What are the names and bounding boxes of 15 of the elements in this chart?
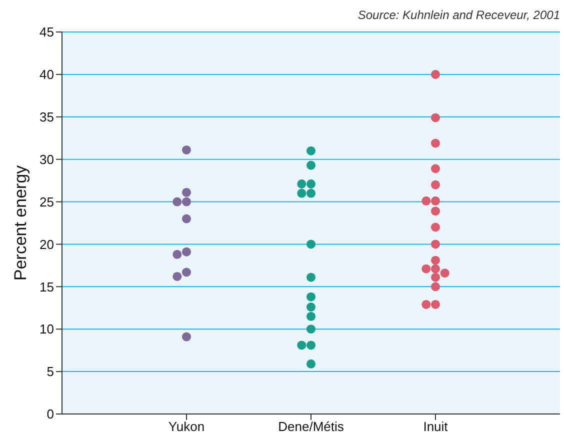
x-tick-label: Yukon bbox=[168, 419, 205, 434]
y-tick-label: 10 bbox=[40, 322, 54, 337]
y-tick-label: 45 bbox=[40, 24, 54, 40]
y-axis-title: Percent energy bbox=[11, 164, 30, 281]
x-tick-label: Dene/Métis bbox=[278, 419, 344, 434]
y-tick-label: 15 bbox=[40, 279, 54, 294]
y-tick-label: 30 bbox=[40, 152, 54, 167]
y-tick-label: 35 bbox=[40, 110, 54, 125]
y-tick-label: 5 bbox=[46, 364, 54, 380]
y-tick-label: 0 bbox=[46, 406, 54, 422]
y-tick-label: 25 bbox=[40, 194, 54, 210]
x-tick-label: Inuit bbox=[423, 419, 448, 434]
y-tick-label: 40 bbox=[40, 67, 54, 82]
source-note: Source: Kuhnlein and Receveur, 2001 bbox=[358, 8, 560, 22]
y-tick-label: 20 bbox=[40, 236, 54, 252]
